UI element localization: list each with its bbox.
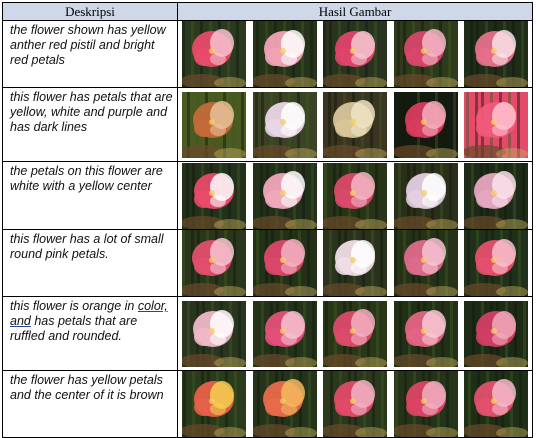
generated-flower-image <box>182 162 246 229</box>
description-underlined-text: color, and <box>10 299 168 328</box>
generated-flower-image <box>323 91 387 158</box>
row-images <box>177 229 533 297</box>
row-description: the petals on this flower are white with… <box>2 161 178 230</box>
generated-flower-image <box>252 371 317 437</box>
generated-flower-image <box>393 91 458 158</box>
generated-flower-image <box>252 300 317 367</box>
table-row: the flower has yellow petals and the cen… <box>2 370 533 438</box>
generated-flower-image <box>393 162 458 229</box>
header-deskripsi: Deskripsi <box>2 2 178 21</box>
row-images <box>177 296 533 371</box>
generated-flower-image <box>464 21 528 87</box>
generated-flower-image <box>464 162 528 229</box>
row-description: the flower has yellow petals and the cen… <box>2 370 178 438</box>
generated-flower-image <box>182 371 246 437</box>
generated-flower-image <box>182 300 246 367</box>
generated-flower-image <box>464 91 528 158</box>
table-row: this flower has a lot of small round pin… <box>2 229 533 297</box>
generated-flower-image <box>323 371 387 437</box>
table-row: the petals on this flower are white with… <box>2 161 533 230</box>
generated-flower-image <box>393 371 458 437</box>
row-description: this flower has petals that are yellow, … <box>2 87 178 162</box>
generated-flower-image <box>323 300 387 367</box>
header-row: Deskripsi Hasil Gambar <box>2 2 533 21</box>
generated-flower-image <box>182 91 246 158</box>
generated-flower-image <box>252 230 317 296</box>
description-text: this flower is orange in <box>10 299 138 313</box>
generated-flower-image <box>464 371 528 437</box>
row-images <box>177 87 533 162</box>
generated-flower-image <box>323 230 387 296</box>
generated-flower-image <box>393 230 458 296</box>
generated-flower-image <box>464 300 528 367</box>
row-images <box>177 161 533 230</box>
generated-flower-image <box>252 21 317 87</box>
row-description: the flower shown has yellow anther red p… <box>2 20 178 88</box>
row-description: this flower is orange in color, and has … <box>2 296 178 371</box>
row-images <box>177 370 533 438</box>
header-hasil-gambar: Hasil Gambar <box>177 2 533 21</box>
generated-flower-image <box>323 162 387 229</box>
generated-flower-image <box>182 21 246 87</box>
generated-flower-image <box>252 91 317 158</box>
generated-flower-image <box>182 230 246 296</box>
row-images <box>177 20 533 88</box>
table-row: this flower is orange in color, and has … <box>2 296 533 371</box>
generated-flower-image <box>252 162 317 229</box>
generated-flower-image <box>464 230 528 296</box>
generated-flower-image <box>393 300 458 367</box>
table-row: the flower shown has yellow anther red p… <box>2 20 533 88</box>
table-row: this flower has petals that are yellow, … <box>2 87 533 162</box>
generated-flower-image <box>393 21 458 87</box>
generated-flower-image <box>323 21 387 87</box>
description-text: has petals that are ruffled and rounded. <box>10 314 138 343</box>
row-description: this flower has a lot of small round pin… <box>2 229 178 297</box>
